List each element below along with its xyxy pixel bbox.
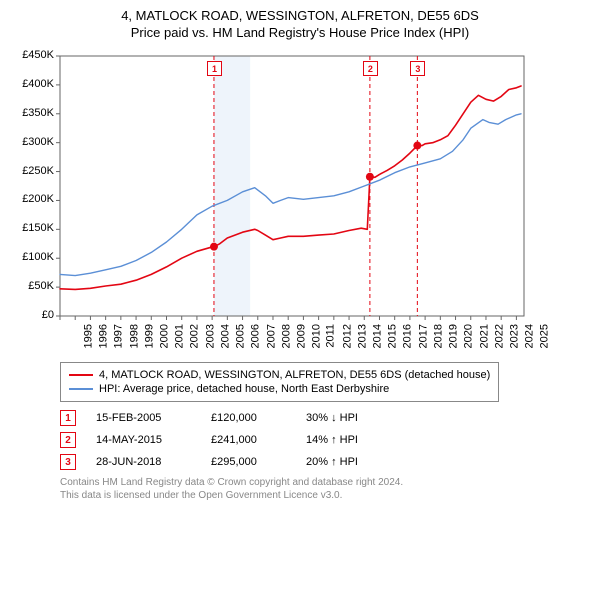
sale-date-1: 15-FEB-2005 [96,412,191,424]
legend-swatch-hpi [69,388,93,390]
xtick-label: 2016 [402,324,414,348]
sale-date-3: 28-JUN-2018 [96,456,191,468]
xtick-label: 2010 [311,324,323,348]
chart-container: 4, MATLOCK ROAD, WESSINGTON, ALFRETON, D… [0,0,600,512]
xtick-label: 2025 [539,324,551,348]
xtick-label: 2020 [463,324,475,348]
ytick-label: £250K [10,165,54,177]
xtick-label: 2015 [387,324,399,348]
xtick-label: 2017 [417,324,429,348]
xtick-label: 1998 [128,324,140,348]
xtick-label: 2005 [235,324,247,348]
xtick-label: 2009 [295,324,307,348]
sale-marker-3: 3 [60,454,76,470]
ytick-label: £150K [10,222,54,234]
xtick-label: 2012 [341,324,353,348]
chart: £0 £50K £100K £150K £200K £250K £300K £350K £400… [10,46,530,356]
sale-pct-3: 20% ↑ HPI [306,456,416,468]
xtick-label: 2018 [432,324,444,348]
title-line2: Price paid vs. HM Land Registry's House … [10,25,590,40]
xtick-label: 2008 [280,324,292,348]
xtick-label: 2011 [325,324,337,348]
footer-line1: Contains HM Land Registry data © Crown c… [60,476,590,489]
ytick-label: £450K [10,49,54,61]
legend-row-hpi: HPI: Average price, detached house, Nort… [69,383,490,395]
xtick-label: 2000 [159,324,171,348]
xtick-label: 2002 [189,324,201,348]
ytick-label: £350K [10,107,54,119]
xtick-label: 2006 [250,324,262,348]
sale-date-2: 14-MAY-2015 [96,434,191,446]
sale-marker-2: 2 [60,432,76,448]
chart-sale-marker-2: 2 [363,61,378,76]
legend-label-hpi: HPI: Average price, detached house, Nort… [99,383,389,395]
sale-row-1: 1 15-FEB-2005 £120,000 30% ↓ HPI [60,410,590,426]
footer-line2: This data is licensed under the Open Gov… [60,489,590,502]
legend-swatch-property [69,374,93,376]
xtick-label: 1995 [82,324,94,348]
titles: 4, MATLOCK ROAD, WESSINGTON, ALFRETON, D… [10,8,590,40]
xtick-label: 2019 [448,324,460,348]
xtick-label: 2004 [219,324,231,348]
xtick-label: 1996 [98,324,110,348]
ytick-label: £50K [10,280,54,292]
sale-row-2: 2 14-MAY-2015 £241,000 14% ↑ HPI [60,432,590,448]
xtick-label: 2024 [524,324,536,348]
sale-price-3: £295,000 [211,456,286,468]
xtick-label: 1999 [143,324,155,348]
ytick-label: £200K [10,193,54,205]
chart-sale-marker-1: 1 [207,61,222,76]
sale-price-1: £120,000 [211,412,286,424]
sale-marker-1: 1 [60,410,76,426]
footer: Contains HM Land Registry data © Crown c… [60,476,590,502]
ytick-label: £0 [10,309,54,321]
xtick-label: 2022 [493,324,505,348]
xtick-label: 2023 [508,324,520,348]
ytick-label: £400K [10,78,54,90]
xtick-label: 2013 [356,324,368,348]
sale-price-2: £241,000 [211,434,286,446]
ytick-label: £100K [10,251,54,263]
xtick-label: 1997 [113,324,125,348]
chart-svg [10,46,530,356]
title-line1: 4, MATLOCK ROAD, WESSINGTON, ALFRETON, D… [10,8,590,23]
xtick-label: 2007 [265,324,277,348]
xtick-label: 2003 [204,324,216,348]
sale-row-3: 3 28-JUN-2018 £295,000 20% ↑ HPI [60,454,590,470]
chart-sale-marker-3: 3 [410,61,425,76]
xtick-label: 2014 [372,324,384,348]
legend-label-property: 4, MATLOCK ROAD, WESSINGTON, ALFRETON, D… [99,369,490,381]
sale-pct-2: 14% ↑ HPI [306,434,416,446]
ytick-label: £300K [10,136,54,148]
sale-pct-1: 30% ↓ HPI [306,412,416,424]
legend: 4, MATLOCK ROAD, WESSINGTON, ALFRETON, D… [60,362,499,402]
sales-table: 1 15-FEB-2005 £120,000 30% ↓ HPI 2 14-MA… [60,410,590,470]
xtick-label: 2001 [174,324,186,348]
legend-row-property: 4, MATLOCK ROAD, WESSINGTON, ALFRETON, D… [69,369,490,381]
xtick-label: 2021 [478,324,490,348]
